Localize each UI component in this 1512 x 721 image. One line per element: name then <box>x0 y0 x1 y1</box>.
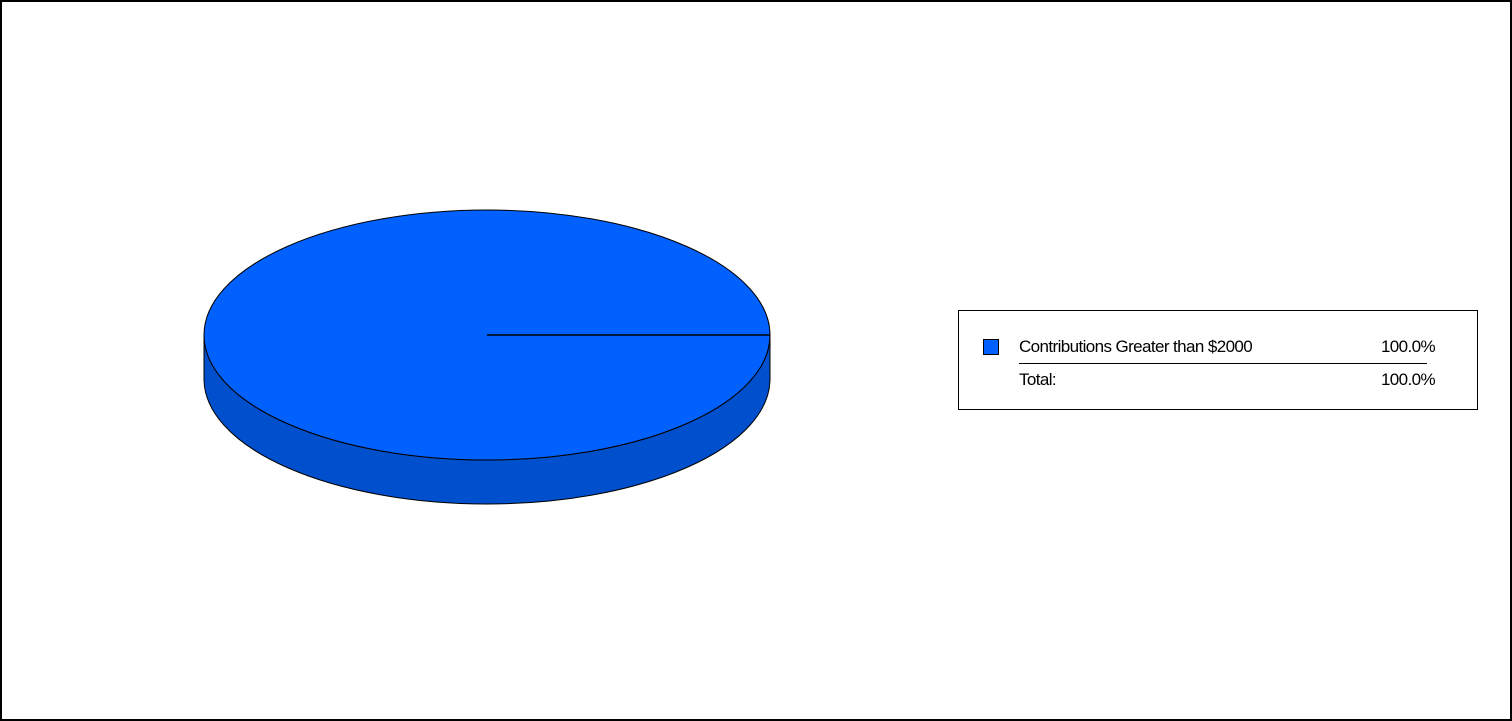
legend-item: Contributions Greater than $2000 100.0% <box>983 336 1436 360</box>
legend-total-percent: 100.0% <box>1380 370 1436 389</box>
legend-total-row: Total: 100.0% <box>983 369 1436 393</box>
legend-label: Contributions Greater than $2000 <box>1019 337 1253 356</box>
legend-total-label: Total: <box>1019 370 1057 389</box>
legend-percent: 100.0% <box>1380 337 1436 356</box>
legend-swatch <box>983 339 999 355</box>
legend: Contributions Greater than $2000 100.0% … <box>958 310 1478 410</box>
legend-divider <box>1019 363 1427 364</box>
